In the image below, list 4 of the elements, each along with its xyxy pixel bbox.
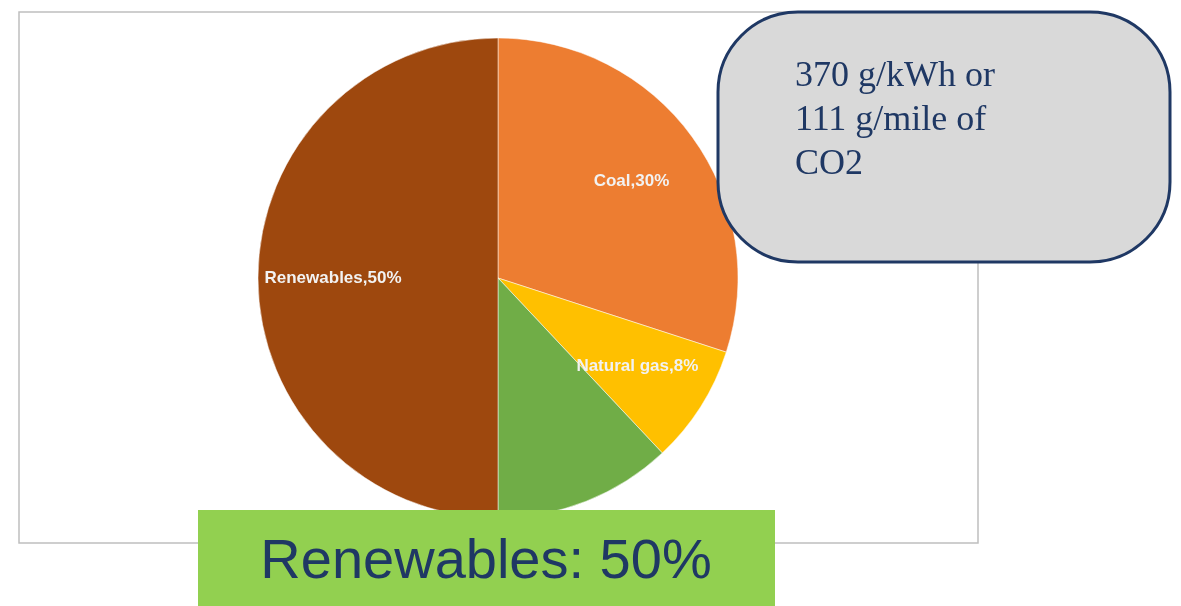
slice-label: Renewables,50% [264, 268, 402, 287]
slice-label: Renewables: 50% [260, 527, 712, 590]
text: 370 g/kWh or 111 g/mile of CO2 [795, 54, 995, 182]
slice-label: Coal,30% [593, 171, 670, 191]
